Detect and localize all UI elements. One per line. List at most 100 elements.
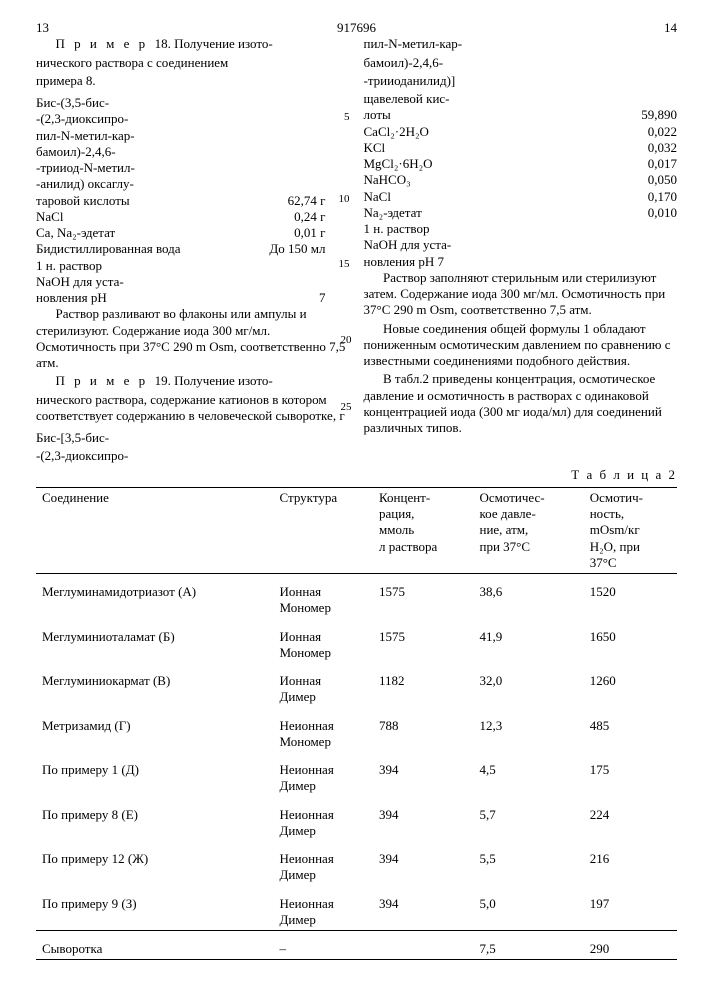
cell-value: 290	[584, 931, 677, 960]
cell-value: 5,7	[474, 797, 584, 842]
table-col-concentration: Концент- рация, ммоль л раствора	[373, 487, 473, 573]
cell-value: 4,5	[474, 752, 584, 797]
compound-line: Бис-(3,5-бис-	[36, 95, 326, 111]
kv-val: 0,01 г	[256, 225, 326, 241]
cell-value: 394	[373, 797, 473, 842]
cell-compound: По примеру 1 (Д)	[36, 752, 274, 797]
kv-val: 7	[256, 290, 326, 306]
kv-val: 0,050	[607, 172, 677, 188]
cell-compound: По примеру 8 (Е)	[36, 797, 274, 842]
right-head-line: пил-N-метил-кар-	[364, 36, 678, 52]
cell-value: 41,9	[474, 619, 584, 664]
two-column-layout: П р и м е р 18. Получение изото- ническо…	[36, 36, 677, 466]
table-row: Сыворотка–7,5290	[36, 931, 677, 960]
patent-number: 917696	[49, 20, 664, 36]
cell-value: 1260	[584, 663, 677, 708]
cell-value: 224	[584, 797, 677, 842]
compound-line: пил-N-метил-кар-	[36, 128, 326, 144]
cell-compound: Меглуминиоталамат (Б)	[36, 619, 274, 664]
table-2-body: Меглуминамидотриазот (A)ИоннаяМономер157…	[36, 574, 677, 960]
kv-key: NaOH для уста-	[36, 274, 256, 290]
kv-key: новления pH	[36, 290, 256, 306]
compound-line: -анилид) оксаглу-	[36, 176, 326, 192]
cell-compound: Метризамид (Г)	[36, 708, 274, 753]
table-row: По примеру 1 (Д)НеионнаяДимер3944,5175	[36, 752, 677, 797]
example-19-rest: 19. Получение изото-	[155, 373, 273, 388]
kv-key: NaCl	[36, 209, 256, 225]
right-paragraph-3: В табл.2 приведены концентрация, осмотич…	[364, 371, 678, 436]
cell-structure: НеионнаяДимер	[274, 797, 374, 842]
example-18-rest: 18. Получение изото-	[155, 36, 273, 51]
cell-value: 1520	[584, 574, 677, 619]
kv-val: 62,74 г	[256, 193, 326, 209]
line-number: 5	[326, 111, 350, 127]
kv-key: 1 н. раствор	[364, 221, 608, 237]
cell-compound: По примеру 12 (Ж)	[36, 841, 274, 886]
tail-line: Бис-[3,5-бис-	[36, 430, 350, 446]
example-18-line3: примера 8.	[36, 73, 350, 89]
table-2: Соединение Структура Концент- рация, ммо…	[36, 487, 677, 961]
table-row: Метризамид (Г)НеионнаяМономер78812,3485	[36, 708, 677, 753]
cell-value: 1575	[373, 574, 473, 619]
cell-value: 1575	[373, 619, 473, 664]
column-left: П р и м е р 18. Получение изото- ническо…	[36, 36, 350, 466]
table-row: Меглуминиокармат (В)ИоннаяДимер118232,01…	[36, 663, 677, 708]
kv-val: 0,022	[607, 124, 677, 140]
kv-key: Бидистиллированная вода	[36, 241, 256, 257]
example-19-body: нического раствора, содержание катионов …	[36, 392, 350, 425]
cell-structure: НеионнаяДимер	[274, 886, 374, 931]
page-root: 13 917696 14 П р и м е р 18. Получение и…	[0, 0, 707, 980]
kv-val: 0,017	[607, 156, 677, 172]
cell-value: 1650	[584, 619, 677, 664]
table-row: По примеру 9 (З)НеионнаяДимер3945,0197	[36, 886, 677, 931]
cell-value: 788	[373, 708, 473, 753]
cell-value: 485	[584, 708, 677, 753]
cell-value: 197	[584, 886, 677, 931]
page-header: 13 917696 14	[36, 20, 677, 36]
cell-value	[373, 931, 473, 960]
kv-val: 0,170	[607, 189, 677, 205]
kv-key: NaHCO₃	[364, 172, 608, 188]
example-18-line2: нического раствора с соединением	[36, 55, 350, 71]
column-right: пил-N-метил-кар- бамоил)-2,4,6- -трииода…	[364, 36, 678, 466]
page-num-right: 14	[664, 20, 677, 36]
table-row: По примеру 12 (Ж)НеионнаяДимер3945,5216	[36, 841, 677, 886]
line-number: 20	[341, 334, 352, 348]
kv-key: Ca, Na₂-эдетат	[36, 225, 256, 241]
kv-val: 0,032	[607, 140, 677, 156]
compound-block: Бис-(3,5-бис- -(2,3-диоксипро-5 пил-N-ме…	[36, 95, 350, 306]
kv-key: MgCl₂·6H₂O	[364, 156, 608, 172]
kv-key: щавелевой кис-	[364, 91, 608, 107]
compound-line: -трииод-N-метил-	[36, 160, 326, 176]
example-19-word: П р и м е р	[56, 373, 149, 388]
cell-structure: НеионнаяДимер	[274, 752, 374, 797]
kv-val: 59,890	[607, 107, 677, 123]
cell-value: 12,3	[474, 708, 584, 753]
cell-compound: Сыворотка	[36, 931, 274, 960]
cell-compound: По примеру 9 (З)	[36, 886, 274, 931]
example-18-title: П р и м е р 18. Получение изото-	[36, 36, 350, 52]
table-col-osmoticity: Осмотич- ность, mOsm/кг H₂O, при 37°C	[584, 487, 677, 573]
cell-compound: Меглуминамидотриазот (A)	[36, 574, 274, 619]
cell-structure: ИоннаяМономер	[274, 619, 374, 664]
tail-line: -(2,3-диоксипро-	[36, 448, 350, 464]
table-col-compound: Соединение	[36, 487, 274, 573]
kv-key: 1 н. раствор	[36, 258, 256, 274]
example-18-word: П р и м е р	[56, 36, 149, 51]
kv-val: 0,24 г	[256, 209, 326, 225]
kv-val	[256, 258, 326, 274]
cell-value: 1182	[373, 663, 473, 708]
kv-key: лоты	[364, 107, 608, 123]
kv-val: 0,010	[607, 205, 677, 221]
cell-value: 394	[373, 886, 473, 931]
cell-value: 175	[584, 752, 677, 797]
cell-structure: НеионнаяМономер	[274, 708, 374, 753]
table-row: Меглуминиоталамат (Б)ИоннаяМономер157541…	[36, 619, 677, 664]
line-number: 25	[341, 401, 352, 415]
example-19-title: П р и м е р 19. Получение изото-	[36, 373, 350, 389]
cell-value: 5,5	[474, 841, 584, 886]
kv-key: новления pH 7	[364, 254, 608, 270]
table-row: По примеру 8 (Е)НеионнаяДимер3945,7224	[36, 797, 677, 842]
cell-value: 32,0	[474, 663, 584, 708]
kv-key: CaCl₂·2H₂O	[364, 124, 608, 140]
